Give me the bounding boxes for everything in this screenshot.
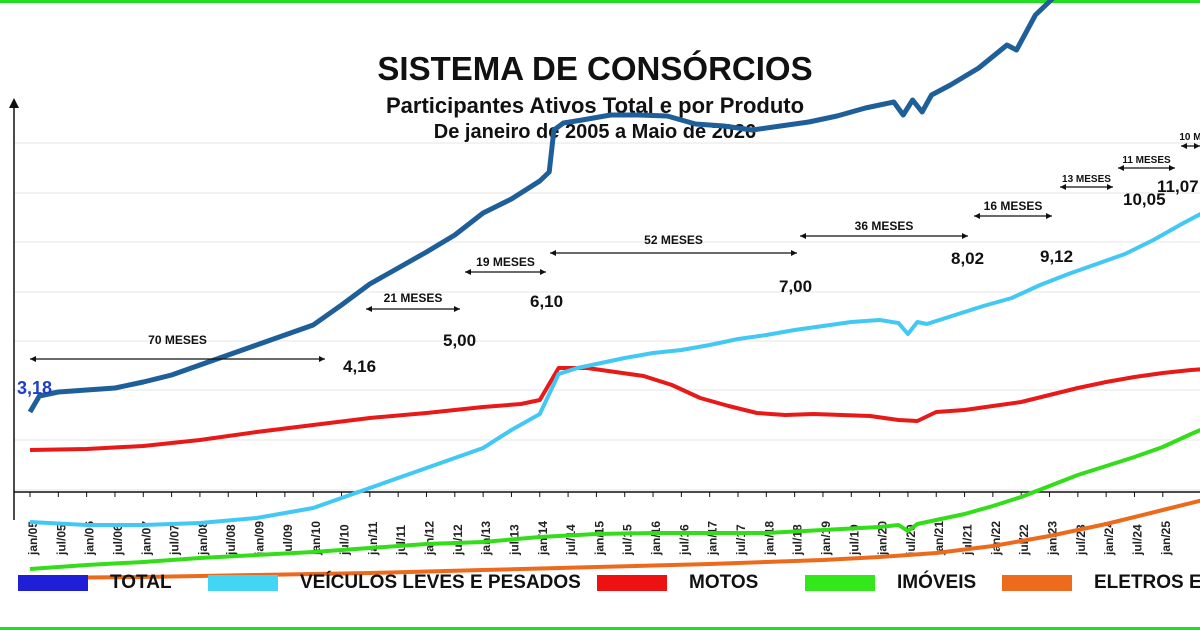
- value-annotation: 6,10: [530, 292, 563, 311]
- x-tick-label: jul/12: [451, 524, 465, 556]
- interval-label: 16 MESES: [984, 199, 1043, 213]
- value-annotation: 9,12: [1040, 247, 1073, 266]
- legend-label-veiculos: VEÍCULOS LEVES E PESADOS: [300, 572, 581, 593]
- interval-arrow-head: [319, 356, 325, 362]
- x-tick-label: jul/11: [394, 525, 408, 556]
- legend-label-total: TOTAL: [110, 572, 172, 593]
- interval-arrow-head: [962, 233, 968, 239]
- x-tick-label: jan/19: [819, 521, 833, 556]
- x-tick-label: jan/09: [253, 521, 267, 556]
- interval-arrow-head: [1046, 213, 1052, 219]
- x-tick-label: jan/11: [366, 521, 380, 556]
- bottom-border: [0, 627, 1200, 630]
- interval-arrow-head: [465, 269, 471, 275]
- legend-swatch-eletros: [1002, 575, 1072, 591]
- legend-item-eletros: ELETROS E S: [1002, 568, 1200, 598]
- interval-arrow-head: [1060, 184, 1066, 190]
- x-tick-label: jan/18: [762, 521, 776, 556]
- x-tick-label: jan/17: [706, 521, 720, 556]
- series-line-motos: [29, 366, 1200, 452]
- value-annotation: 7,00: [779, 277, 812, 296]
- interval-label: 13 MESES: [1062, 174, 1111, 185]
- x-tick-label: jan/24: [1102, 521, 1116, 556]
- legend-swatch-total: [18, 575, 88, 591]
- interval-arrow-head: [800, 233, 806, 239]
- x-tick-label: jul/15: [621, 524, 635, 556]
- series-line-eletros: [29, 498, 1200, 580]
- x-tick-label: jan/08: [196, 521, 210, 556]
- interval-arrow-head: [1181, 143, 1187, 149]
- x-tick-label: jul/06: [111, 524, 125, 556]
- interval-arrow-head: [454, 306, 460, 312]
- x-tick-label: jan/25: [1159, 521, 1173, 556]
- interval-arrow-head: [540, 269, 546, 275]
- interval-arrow-head: [974, 213, 980, 219]
- value-annotation: 10,05: [1123, 190, 1166, 209]
- value-annotation: 3,18: [17, 378, 52, 398]
- x-tick-label: jul/14: [564, 524, 578, 556]
- interval-label: 36 MESES: [855, 219, 914, 233]
- x-tick-label: jul/09: [281, 524, 295, 556]
- interval-arrow-head: [366, 306, 372, 312]
- x-tick-label: jan/21: [932, 521, 946, 556]
- legend-swatch-motos: [597, 575, 667, 591]
- interval-label: 52 MESES: [644, 233, 703, 247]
- x-tick-label: jul/17: [734, 524, 748, 556]
- x-tick-label: jan/10: [309, 521, 323, 556]
- interval-arrow-head: [1107, 184, 1113, 190]
- interval-label: 11 MESES: [1122, 155, 1171, 166]
- legend-item-motos: MOTOS: [597, 568, 758, 598]
- value-annotation: 8,02: [951, 249, 984, 268]
- value-annotation: 5,00: [443, 331, 476, 350]
- x-tick-label: jul/08: [224, 524, 238, 556]
- interval-arrow-head: [550, 250, 556, 256]
- series-line-total: [27, 0, 1055, 414]
- x-tick-label: jan/07: [139, 521, 153, 556]
- chart-legend: TOTAL VEÍCULOS LEVES E PESADOS MOTOS IMÓ…: [0, 568, 1200, 598]
- value-annotation: 4,16: [343, 357, 376, 376]
- x-tick-label: jan/12: [422, 521, 436, 556]
- series-line-veiculos: [29, 212, 1200, 527]
- interval-label: 10 M: [1179, 132, 1200, 143]
- interval-label: 21 MESES: [384, 291, 443, 305]
- interval-arrow-head: [791, 250, 797, 256]
- x-tick-label: jan/23: [1046, 521, 1060, 556]
- y-axis-arrow: [9, 98, 19, 108]
- interval-label: 19 MESES: [476, 255, 535, 269]
- legend-item-total: TOTAL: [18, 568, 172, 598]
- x-tick-label: jan/06: [83, 521, 97, 556]
- interval-arrow-head: [1118, 165, 1124, 171]
- legend-swatch-veiculos: [208, 575, 278, 591]
- x-tick-label: jul/07: [168, 524, 182, 556]
- x-tick-label: jan/15: [592, 521, 606, 556]
- x-tick-label: jul/24: [1130, 524, 1144, 556]
- chart-subtitle: Participantes Ativos Total e por Produto: [385, 93, 805, 118]
- legend-label-imoveis: IMÓVEIS: [897, 572, 977, 593]
- legend-label-eletros: ELETROS E S: [1094, 572, 1200, 593]
- legend-swatch-imoveis: [805, 575, 875, 591]
- x-tick-label: jul/18: [791, 524, 805, 556]
- legend-label-motos: MOTOS: [689, 572, 759, 593]
- interval-arrow-head: [1169, 165, 1175, 171]
- x-tick-label: jul/16: [677, 524, 691, 556]
- x-tick-label: jan/20: [876, 521, 890, 556]
- value-annotation: 11,07: [1157, 177, 1199, 196]
- chart-date-range: De janeiro de 2005 a Maio de 2026: [433, 121, 757, 143]
- x-tick-label: jul/05: [54, 524, 68, 556]
- x-tick-label: jan/05: [26, 521, 40, 556]
- interval-label: 70 MESES: [148, 333, 207, 347]
- x-tick-label: jan/22: [989, 521, 1003, 556]
- interval-arrow-head: [30, 356, 36, 362]
- legend-item-imoveis: IMÓVEIS: [805, 568, 976, 598]
- interval-arrow-head: [1194, 143, 1200, 149]
- legend-item-veiculos: VEÍCULOS LEVES E PESADOS: [208, 568, 581, 598]
- top-border: [0, 0, 1200, 3]
- x-tick-label: jan/16: [649, 521, 663, 556]
- chart-title: SISTEMA DE CONSÓRCIOS: [377, 50, 813, 87]
- series-line-imoveis: [29, 428, 1200, 571]
- x-tick-label: jul/19: [847, 524, 861, 556]
- x-tick-label: jan/13: [479, 521, 493, 556]
